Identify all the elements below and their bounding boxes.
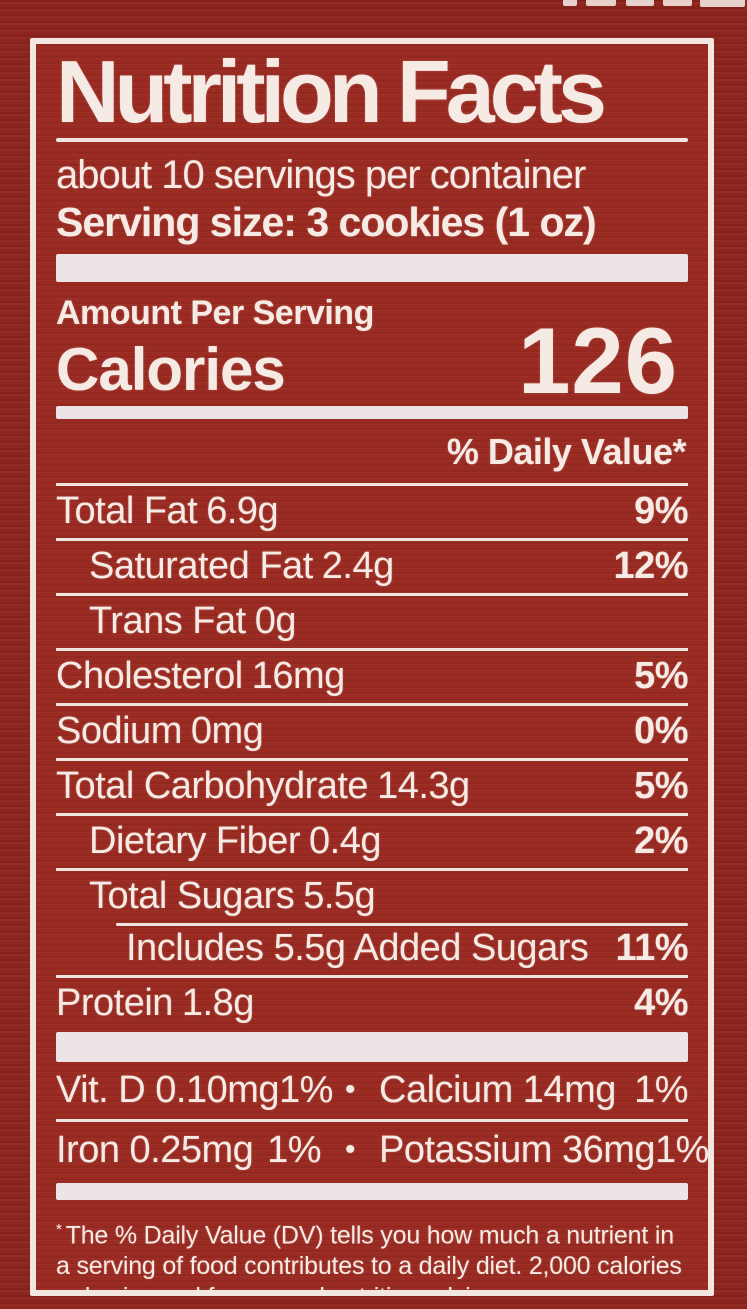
micronutrient-name: Iron 0.25mg: [56, 1128, 254, 1171]
bullet-separator: •: [344, 1073, 356, 1107]
calories-row: Calories 126: [56, 314, 688, 408]
daily-value-pct: 11%: [615, 927, 689, 970]
medium-divider-bar: [56, 405, 688, 419]
footnote-line: * The % Daily Value (DV) tells you how mu…: [56, 1220, 674, 1249]
micronutrient-table: Vit. D 0.10mg 1% • Calcium 14mg 1% Iron …: [56, 1062, 708, 1179]
nutrient-row-total-carbohydrate: Total Carbohydrate 14.3g 5%: [56, 757, 688, 813]
daily-value-pct: 1%: [279, 1068, 333, 1111]
nutrient-row-total-fat: Total Fat 6.9g 9%: [56, 482, 688, 538]
footnote-asterisk: *: [56, 1220, 62, 1238]
micronutrient-name: Calcium 14mg: [379, 1068, 616, 1111]
daily-value-pct: 5%: [634, 655, 688, 698]
nutrient-row-saturated-fat: Saturated Fat 2.4g 12%: [56, 537, 688, 593]
nutrition-facts-panel: Nutrition Facts about 10 servings per co…: [30, 38, 714, 1296]
nutrient-row-trans-fat: Trans Fat 0g: [56, 592, 688, 648]
thick-divider-bar: [56, 1182, 688, 1200]
daily-value-pct: 5%: [634, 765, 688, 808]
amount-per-serving-label: Amount Per Serving: [56, 293, 374, 332]
title-divider: [56, 137, 688, 142]
footnote-line: a day is used for general nutrition advi…: [56, 1282, 688, 1290]
nutrient-row-dietary-fiber: Dietary Fiber 0.4g 2%: [56, 812, 688, 868]
thick-divider-bar: [56, 1031, 688, 1062]
calories-label: Calories: [56, 335, 286, 403]
daily-value-footnote: * The % Daily Value (DV) tells you how mu…: [56, 1214, 688, 1290]
daily-value-pct: 2%: [634, 820, 688, 863]
micronutrient-name: Potassium 36mg: [379, 1128, 656, 1171]
daily-value-pct: 1%: [267, 1128, 321, 1171]
nutrient-row-cholesterol: Cholesterol 16mg 5%: [56, 647, 688, 703]
nutrient-row-protein: Protein 1.8g 4%: [56, 974, 688, 1030]
nutrient-row-sodium: Sodium 0mg 0%: [56, 702, 688, 758]
serving-size: Serving size: 3 cookies (1 oz): [56, 198, 597, 245]
calories-value: 126: [518, 308, 678, 414]
page-title: Nutrition Facts: [56, 42, 607, 141]
micronutrient-row-iron-potassium: Iron 0.25mg 1% • Potassium 36mg 1%: [56, 1118, 708, 1179]
daily-value-pct: 0%: [634, 710, 688, 753]
footnote-line: a serving of food contributes to a daily…: [56, 1251, 682, 1280]
bullet-separator: •: [344, 1133, 356, 1167]
servings-per-container: about 10 servings per container: [56, 152, 586, 197]
micronutrient-name: Vit. D 0.10mg: [56, 1068, 280, 1111]
daily-value-pct: 12%: [613, 545, 688, 588]
nutrient-row-added-sugars: Includes 5.5g Added Sugars 11%: [56, 922, 689, 975]
nutrient-row-total-sugars: Total Sugars 5.5g: [56, 867, 688, 923]
daily-value-pct: 9%: [634, 490, 688, 533]
daily-value-header: % Daily Value*: [446, 430, 687, 472]
daily-value-pct: 4%: [634, 982, 688, 1025]
daily-value-pct: 1%: [655, 1128, 709, 1171]
thick-divider-bar: [56, 253, 688, 282]
daily-value-pct: 1%: [634, 1068, 688, 1111]
micronutrient-row-vitd-calcium: Vit. D 0.10mg 1% • Calcium 14mg 1%: [56, 1062, 688, 1119]
nutrient-table: Total Fat 6.9g 9% Saturated Fat 2.4g 12%…: [56, 482, 689, 1030]
